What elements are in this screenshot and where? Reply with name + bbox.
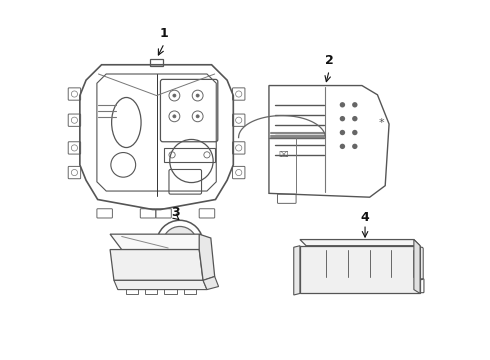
Text: 4: 4 bbox=[361, 211, 369, 225]
Circle shape bbox=[340, 144, 345, 149]
Circle shape bbox=[340, 102, 345, 108]
Polygon shape bbox=[294, 246, 300, 295]
Circle shape bbox=[196, 115, 199, 118]
Circle shape bbox=[173, 115, 176, 118]
Text: 1: 1 bbox=[160, 27, 169, 40]
Polygon shape bbox=[110, 234, 211, 249]
Circle shape bbox=[163, 226, 197, 260]
Text: ⌧: ⌧ bbox=[278, 150, 288, 159]
Polygon shape bbox=[300, 246, 420, 293]
Circle shape bbox=[196, 94, 199, 97]
Polygon shape bbox=[414, 239, 420, 293]
Circle shape bbox=[352, 130, 358, 135]
Polygon shape bbox=[199, 234, 215, 280]
Polygon shape bbox=[203, 276, 219, 289]
Circle shape bbox=[340, 130, 345, 135]
Text: 3: 3 bbox=[172, 206, 180, 219]
Polygon shape bbox=[114, 280, 207, 289]
Circle shape bbox=[173, 94, 176, 97]
Text: 2: 2 bbox=[325, 54, 334, 67]
Circle shape bbox=[352, 116, 358, 121]
Polygon shape bbox=[110, 249, 203, 280]
Circle shape bbox=[340, 116, 345, 121]
Text: *: * bbox=[378, 117, 384, 127]
Polygon shape bbox=[300, 239, 420, 246]
Circle shape bbox=[352, 102, 358, 108]
Circle shape bbox=[352, 144, 358, 149]
